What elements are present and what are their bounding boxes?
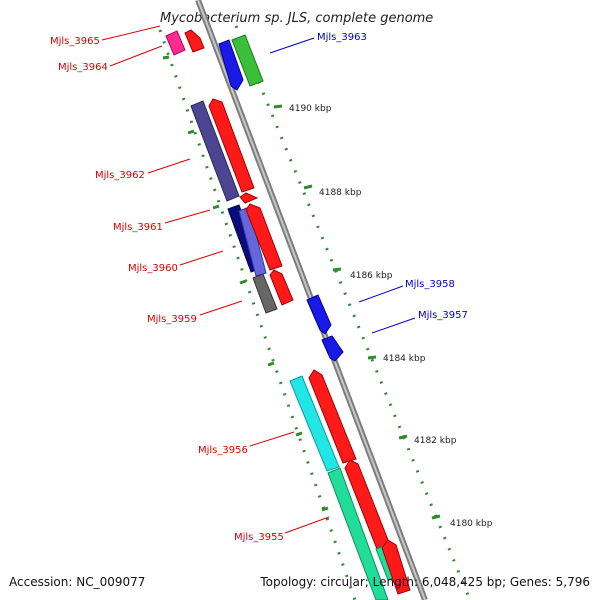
gene-mjls-3961-small[interactable] (239, 192, 259, 204)
scale-tick-label: 4188 kbp (319, 188, 362, 198)
scale-tick-4184 (367, 355, 377, 360)
gene-mjls-3963-pair[interactable] (231, 34, 264, 87)
gene-mjls-3962-pair[interactable] (208, 98, 255, 193)
gene-label-mjls-3957[interactable]: Mjls_3957 (418, 310, 468, 321)
scale-tick-4188 (303, 184, 313, 190)
scale-tick-4180 (431, 514, 441, 520)
scale-tick-label: 4190 kbp (289, 104, 332, 114)
gene-mjls-3956[interactable] (289, 375, 340, 472)
gene-label-mjls-3955[interactable]: Mjls_3955 (234, 532, 284, 543)
gene-mjls-3958[interactable] (306, 294, 332, 335)
gene-label-mjls-3956[interactable]: Mjls_3956 (198, 445, 248, 456)
gene-label-mjls-3965[interactable]: Mjls_3965 (50, 36, 100, 47)
gene-mjls-3959-pair[interactable] (269, 269, 294, 306)
genome-summary-text: Topology: circular; Length: 6,048,425 bp… (259, 575, 590, 589)
scale-tick-4186 (332, 267, 342, 272)
leader-line (147, 158, 191, 174)
gene-mjls-3955-tail[interactable] (375, 539, 411, 595)
gene-mjls-3959[interactable] (252, 273, 278, 314)
leader-line (179, 250, 224, 266)
gene-mjls-3955[interactable] (327, 467, 389, 600)
leader-line (371, 317, 416, 334)
scale-tick-label: 4184 kbp (383, 354, 426, 364)
gene-label-mjls-3960[interactable]: Mjls_3960 (128, 263, 178, 274)
gene-label-mjls-3963[interactable]: Mjls_3963 (317, 32, 367, 43)
scale-ticks: 4190 kbp 4188 kbp 4186 kbp 4184 kbp 4182… (273, 104, 493, 529)
scale-tick-4190 (273, 104, 283, 109)
gene-label-mjls-3964[interactable]: Mjls_3964 (58, 62, 108, 73)
gene-label-mjls-3961[interactable]: Mjls_3961 (113, 222, 163, 233)
gene-mjls-3960[interactable] (238, 206, 267, 277)
leader-line (199, 300, 243, 316)
gene-label-mjls-3959[interactable]: Mjls_3959 (147, 314, 197, 325)
inner-ticks (162, 55, 329, 512)
gene-mjls-3963[interactable] (218, 39, 244, 91)
leader-line (101, 25, 161, 41)
leader-line (358, 285, 404, 303)
scale-tick-label: 4186 kbp (350, 271, 393, 281)
gene-mjls-3960-pair[interactable] (245, 203, 283, 271)
outer-dotted-track (234, 25, 472, 600)
scale-tick-label: 4180 kbp (450, 519, 493, 529)
leader-line (284, 516, 330, 534)
gene-label-mjls-3958[interactable]: Mjls_3958 (405, 279, 455, 290)
gene-labels: Mjls_3965 Mjls_3964 Mjls_3963 Mjls_3962 … (50, 25, 468, 543)
gene-mjls-3955-pair[interactable] (344, 459, 391, 550)
gene-mjls-3956-pair[interactable] (308, 369, 357, 464)
leader-line (249, 431, 295, 447)
leader-line (164, 209, 211, 224)
gene-mjls-3962[interactable] (190, 100, 240, 202)
gene-mjls-3965[interactable] (165, 30, 186, 56)
leader-line (269, 37, 315, 54)
leader-line (109, 45, 163, 67)
gene-mjls-3957[interactable] (321, 335, 344, 362)
scale-tick-4182 (398, 434, 408, 440)
map-title: Mycobacterium sp. JLS, complete genome (160, 11, 433, 26)
inner-dotted-track (158, 29, 357, 600)
gene-label-mjls-3962[interactable]: Mjls_3962 (95, 170, 145, 181)
accession-text: Accession: NC_009077 (9, 575, 145, 589)
scale-tick-label: 4182 kbp (414, 436, 457, 446)
gene-mjls-3964[interactable] (184, 29, 205, 53)
